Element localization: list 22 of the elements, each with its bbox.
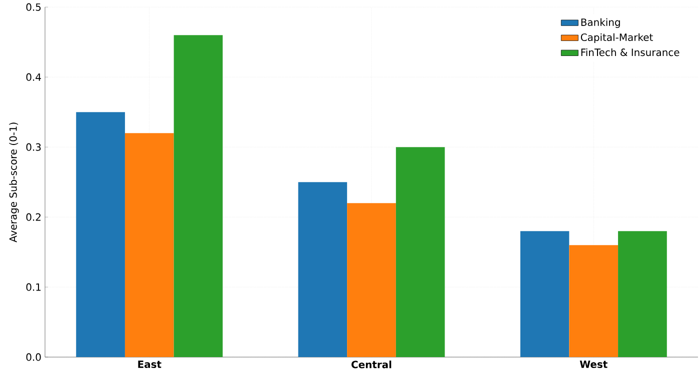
bar — [124, 133, 174, 358]
bar — [618, 231, 667, 358]
bar — [347, 203, 396, 358]
legend-label: FinTech & Insurance — [581, 48, 680, 56]
y-tick-label: 0.3 — [26, 143, 41, 151]
y-axis-title: Average Sub-score (0-1) — [9, 122, 19, 242]
bar — [174, 35, 223, 358]
y-tick-label: 0.0 — [26, 353, 41, 361]
legend-label: Capital-Market — [580, 33, 653, 43]
bar — [569, 245, 618, 358]
legend-label: Banking — [581, 18, 620, 28]
bar — [396, 147, 445, 358]
x-tick-label: West — [580, 360, 608, 368]
bar — [76, 112, 125, 358]
bar — [520, 231, 570, 358]
x-tick-label: East — [138, 360, 162, 368]
y-tick-label: 0.4 — [26, 73, 41, 81]
y-tick-label: 0.5 — [26, 3, 41, 11]
x-tick-label: Central — [352, 360, 392, 368]
y-tick-label: 0.1 — [26, 283, 41, 291]
bar — [298, 182, 348, 358]
y-tick-label: 0.2 — [26, 213, 40, 221]
